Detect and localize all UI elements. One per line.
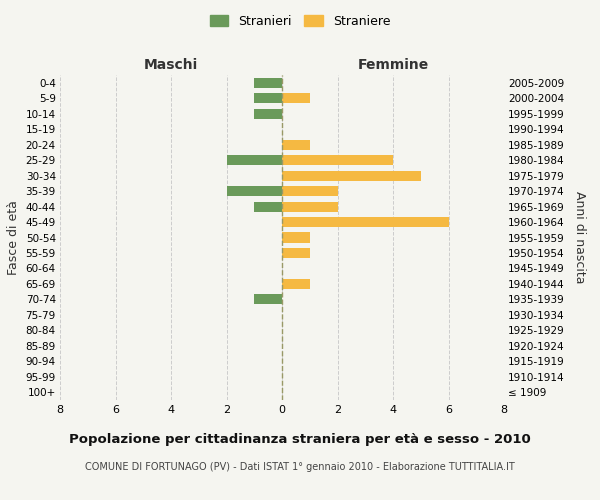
Text: Popolazione per cittadinanza straniera per età e sesso - 2010: Popolazione per cittadinanza straniera p… [69, 432, 531, 446]
Bar [282, 202, 337, 211]
Bar [227, 155, 282, 165]
Bar [254, 93, 282, 103]
Bar [254, 108, 282, 118]
Bar [282, 93, 310, 103]
Bar [282, 170, 421, 180]
Text: COMUNE DI FORTUNAGO (PV) - Dati ISTAT 1° gennaio 2010 - Elaborazione TUTTITALIA.: COMUNE DI FORTUNAGO (PV) - Dati ISTAT 1°… [85, 462, 515, 472]
Bar [282, 186, 337, 196]
Bar [282, 232, 310, 242]
Bar [254, 78, 282, 88]
Bar [282, 279, 310, 289]
Y-axis label: Fasce di età: Fasce di età [7, 200, 20, 275]
Bar [227, 186, 282, 196]
Y-axis label: Anni di nascita: Anni di nascita [573, 191, 586, 284]
Bar [282, 140, 310, 149]
Text: Femmine: Femmine [358, 58, 428, 72]
Bar [282, 155, 393, 165]
Legend: Stranieri, Straniere: Stranieri, Straniere [206, 11, 394, 32]
Bar [282, 217, 449, 227]
Bar [254, 202, 282, 211]
Text: Maschi: Maschi [144, 58, 198, 72]
Bar [282, 248, 310, 258]
Bar [254, 294, 282, 304]
